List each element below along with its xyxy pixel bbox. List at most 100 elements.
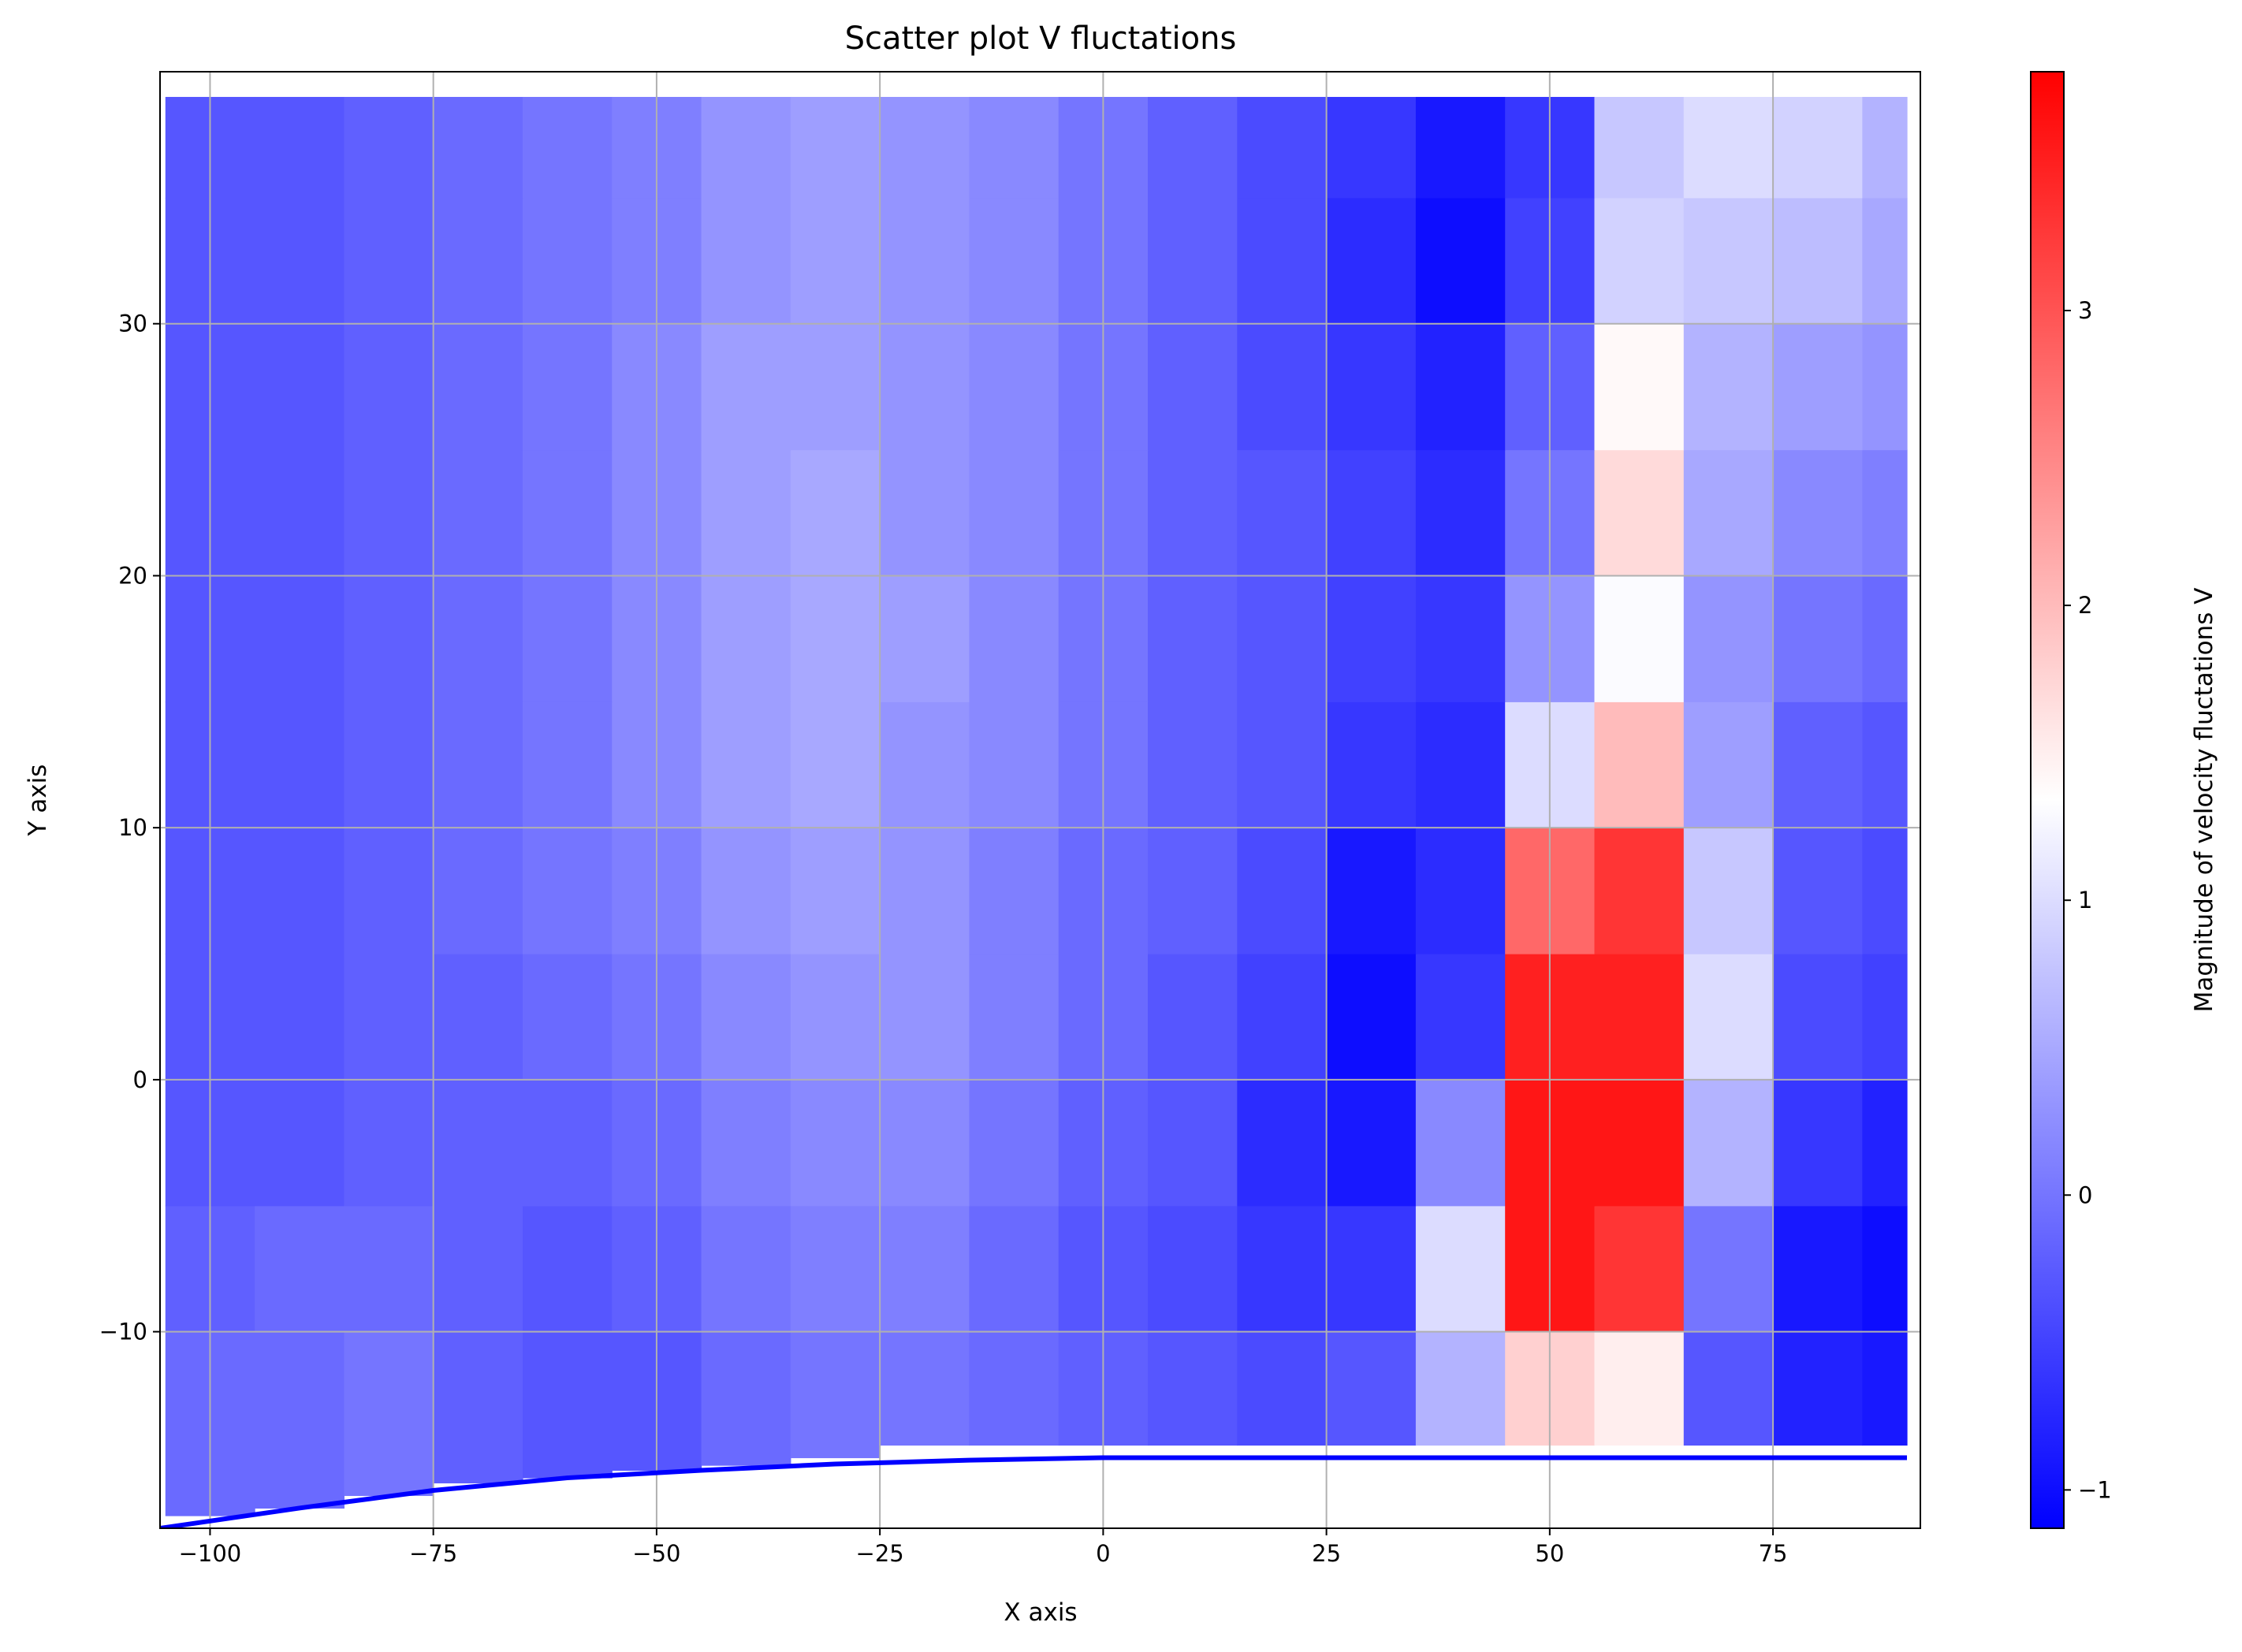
heat-cell [1415, 1205, 1506, 1333]
heat-cell [1237, 1331, 1328, 1446]
heat-cell [1683, 96, 1774, 199]
heat-cell [344, 323, 434, 451]
heat-cell [1148, 575, 1238, 702]
heat-cell [1773, 323, 1863, 451]
heat-cell [701, 828, 791, 954]
y-axis-label: Y axis [24, 765, 52, 837]
heat-cell [880, 96, 970, 199]
heat-cell [344, 1079, 434, 1207]
heat-cell [1683, 828, 1774, 954]
heat-cell [790, 1079, 881, 1207]
heat-cell [1148, 1331, 1238, 1446]
heat-cell [255, 197, 344, 325]
heat-cell [1594, 96, 1685, 199]
heat-cell [1326, 701, 1417, 828]
heat-cell [1862, 828, 1908, 954]
heat-cell [344, 954, 434, 1081]
heat-cell [790, 954, 881, 1081]
heat-cell [1148, 701, 1238, 828]
heat-cell [255, 828, 344, 954]
heat-cell [1415, 96, 1506, 199]
heat-cell [433, 323, 523, 451]
heat-cell [1326, 575, 1417, 702]
heat-cell [1594, 701, 1685, 828]
heat-cell [1326, 954, 1417, 1081]
heat-cell [1862, 323, 1908, 451]
heat-cell [1415, 1079, 1506, 1207]
heat-cell [1594, 1079, 1685, 1207]
heat-cell [255, 954, 344, 1081]
y-tick-label: 0 [133, 1066, 147, 1093]
heat-cell [969, 828, 1060, 954]
heat-cell [1773, 954, 1863, 1081]
heat-cell [1326, 323, 1417, 451]
heat-cell [701, 1205, 791, 1333]
heat-cell [790, 449, 881, 577]
heat-cell [1148, 954, 1238, 1081]
heat-cell [1326, 96, 1417, 199]
x-tick-label: −100 [179, 1540, 242, 1567]
heat-cell [969, 701, 1060, 828]
heat-cell [1594, 197, 1685, 325]
heat-cell [1773, 1331, 1863, 1446]
heat-cell [790, 1331, 881, 1459]
heat-cell [522, 449, 613, 577]
heat-cell [433, 1079, 523, 1207]
x-tick-label: −75 [409, 1540, 457, 1567]
heat-cell [701, 954, 791, 1081]
heat-cell [1326, 1079, 1417, 1207]
heat-cell [790, 701, 881, 828]
heat-cell [255, 96, 344, 199]
heat-cell [1237, 96, 1328, 199]
heat-cell [255, 1331, 344, 1509]
heat-cell [1237, 701, 1328, 828]
heat-cell [1773, 575, 1863, 702]
heat-cell [433, 1331, 523, 1484]
heat-cell [880, 701, 970, 828]
x-tick-label: 25 [1312, 1540, 1341, 1567]
heat-cell [344, 1331, 434, 1497]
heat-cell [1683, 323, 1774, 451]
x-tick-label: −25 [856, 1540, 904, 1567]
colorbar-tick-label: 3 [2078, 297, 2092, 324]
heat-cell [433, 96, 523, 199]
heat-cell [1594, 954, 1685, 1081]
heat-cell [1415, 323, 1506, 451]
heat-cell [1683, 1205, 1774, 1333]
heat-cell [1148, 96, 1238, 199]
heat-cell [880, 954, 970, 1081]
heat-cell [1683, 701, 1774, 828]
heat-cell [1237, 1079, 1328, 1207]
heat-cell [1415, 197, 1506, 325]
heat-cell [1415, 1331, 1506, 1446]
heat-cell [969, 1079, 1060, 1207]
heat-cell [344, 96, 434, 199]
heat-cell [1148, 828, 1238, 954]
heat-cell [969, 1331, 1060, 1446]
heat-cell [701, 701, 791, 828]
heat-cell [1862, 1205, 1908, 1333]
heat-cell [1683, 575, 1774, 702]
heat-cell [1862, 575, 1908, 702]
y-tick-label: 30 [118, 311, 147, 337]
x-tick-label: 50 [1535, 1540, 1564, 1567]
heat-cell [701, 449, 791, 577]
heat-cell [1326, 1205, 1417, 1333]
heat-cell [522, 954, 613, 1081]
heat-cell [880, 828, 970, 954]
heat-cell [1594, 449, 1685, 577]
heat-cell [1594, 828, 1685, 954]
heat-cell [880, 449, 970, 577]
heat-cell [1237, 197, 1328, 325]
grid [160, 72, 1920, 1528]
heat-cell [880, 1079, 970, 1207]
heat-cell [522, 575, 613, 702]
heat-cell [1683, 449, 1774, 577]
heat-cell [969, 96, 1060, 199]
heat-cell [1862, 197, 1908, 325]
heat-cell [433, 449, 523, 577]
heat-cell [522, 1079, 613, 1207]
heat-cell [1773, 701, 1863, 828]
heat-cell [522, 323, 613, 451]
